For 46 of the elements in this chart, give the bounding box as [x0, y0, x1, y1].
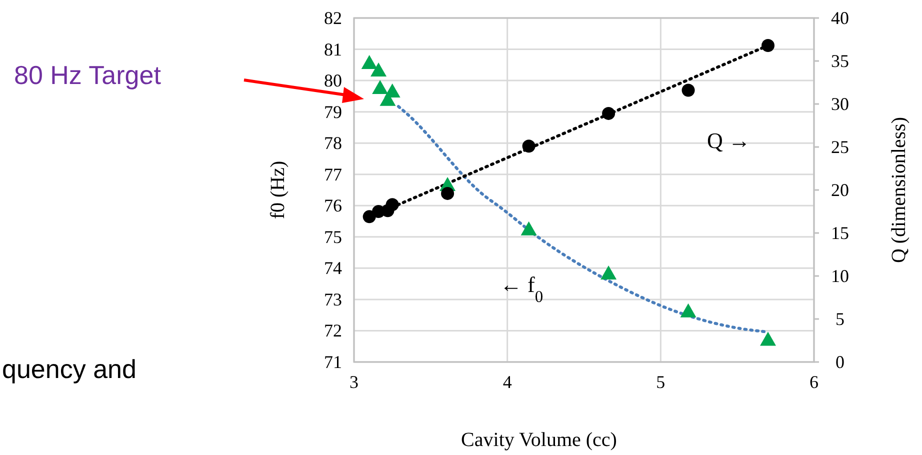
point: [370, 62, 387, 77]
point: [602, 106, 616, 120]
y2-tick-label: 15: [831, 223, 849, 243]
annotation: Q →: [707, 128, 750, 153]
y2-axis-title: Q (dimensionless): [888, 116, 910, 264]
text: 80 Hz Target: [14, 60, 162, 90]
y-axis-title: f0 (Hz): [267, 160, 289, 220]
point: [522, 140, 536, 153]
point: [600, 266, 617, 280]
y-tick-label: 79: [324, 102, 342, 122]
point: [380, 92, 396, 106]
y-tick-label: 72: [324, 320, 342, 341]
y2-tick-label: 0: [836, 352, 844, 372]
y-tick-label: 81: [324, 39, 342, 60]
point: [762, 39, 774, 52]
y2-tick-label: 25: [831, 137, 849, 157]
y2-tick-label: 5: [836, 309, 844, 329]
x-tick-label: 5: [656, 372, 666, 392]
y2-tick-label: 40: [831, 8, 849, 28]
point: [682, 84, 695, 97]
x-tick-label: 4: [502, 372, 512, 392]
y-tick-label: 75: [324, 226, 342, 247]
y2-tick-label: 30: [831, 94, 849, 114]
y-tick-label: 80: [324, 70, 342, 91]
y-tick-label: 73: [324, 289, 342, 310]
y2-tick-label: 35: [831, 51, 849, 71]
x-tick-label: 3: [350, 372, 358, 392]
y-tick-label: 74: [324, 258, 342, 278]
point: [441, 186, 454, 200]
annotation: ← f$_{0}$: [500, 272, 544, 306]
x-axis-title: Cavity Volume (cc): [461, 429, 617, 451]
y-tick-label: 76: [324, 196, 342, 216]
point: [372, 80, 388, 94]
y-tick-label: 82: [324, 8, 342, 28]
text: quency and: [2, 354, 136, 384]
y2-tick-label: 10: [831, 266, 849, 286]
point: [520, 221, 537, 236]
y-tick-label: 78: [324, 133, 342, 154]
y-tick-label: 71: [324, 352, 342, 372]
point: [386, 198, 399, 212]
y2-tick-label: 20: [831, 180, 849, 200]
point: [760, 332, 776, 346]
y-tick-label: 77: [324, 164, 342, 184]
x-tick-label: 6: [810, 372, 818, 392]
point: [680, 303, 696, 318]
point: [361, 55, 378, 70]
